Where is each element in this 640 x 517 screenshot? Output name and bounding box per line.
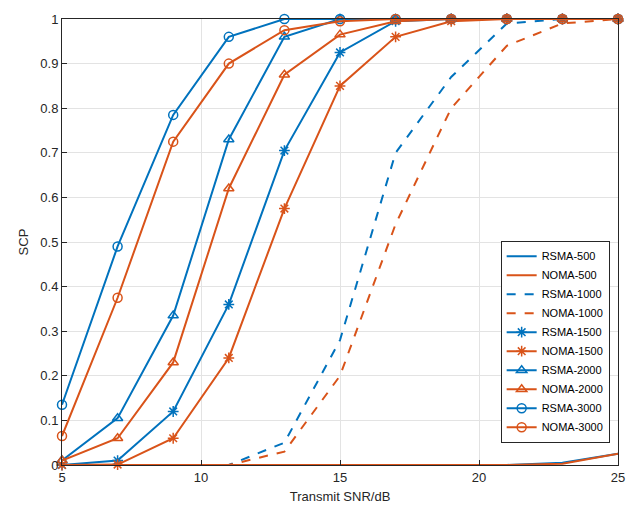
svg-text:RSMA-2000: RSMA-2000 — [542, 364, 602, 376]
svg-text:0.7: 0.7 — [40, 145, 58, 160]
svg-text:0.4: 0.4 — [40, 279, 58, 294]
svg-text:RSMA-500: RSMA-500 — [542, 250, 596, 262]
svg-text:20: 20 — [472, 470, 486, 485]
svg-text:NOMA-500: NOMA-500 — [542, 269, 597, 281]
svg-text:RSMA-3000: RSMA-3000 — [542, 402, 602, 414]
svg-text:NOMA-3000: NOMA-3000 — [542, 421, 603, 433]
svg-text:NOMA-1500: NOMA-1500 — [542, 345, 603, 357]
svg-text:Transmit SNR/dB: Transmit SNR/dB — [290, 489, 391, 504]
svg-text:0.2: 0.2 — [40, 368, 58, 383]
svg-text:1: 1 — [51, 12, 58, 27]
svg-text:0.1: 0.1 — [40, 413, 58, 428]
svg-text:10: 10 — [194, 470, 208, 485]
svg-text:RSMA-1500: RSMA-1500 — [542, 326, 602, 338]
svg-text:0: 0 — [51, 458, 58, 473]
svg-text:NOMA-2000: NOMA-2000 — [542, 383, 603, 395]
svg-text:0.6: 0.6 — [40, 190, 58, 205]
svg-text:0.3: 0.3 — [40, 324, 58, 339]
svg-text:NOMA-1000: NOMA-1000 — [542, 307, 603, 319]
svg-text:15: 15 — [333, 470, 347, 485]
svg-text:5: 5 — [58, 470, 65, 485]
svg-text:SCP: SCP — [16, 229, 31, 256]
svg-text:0.9: 0.9 — [40, 56, 58, 71]
svg-text:25: 25 — [611, 470, 625, 485]
svg-text:RSMA-1000: RSMA-1000 — [542, 288, 602, 300]
svg-text:0.5: 0.5 — [40, 235, 58, 250]
svg-text:0.8: 0.8 — [40, 101, 58, 116]
